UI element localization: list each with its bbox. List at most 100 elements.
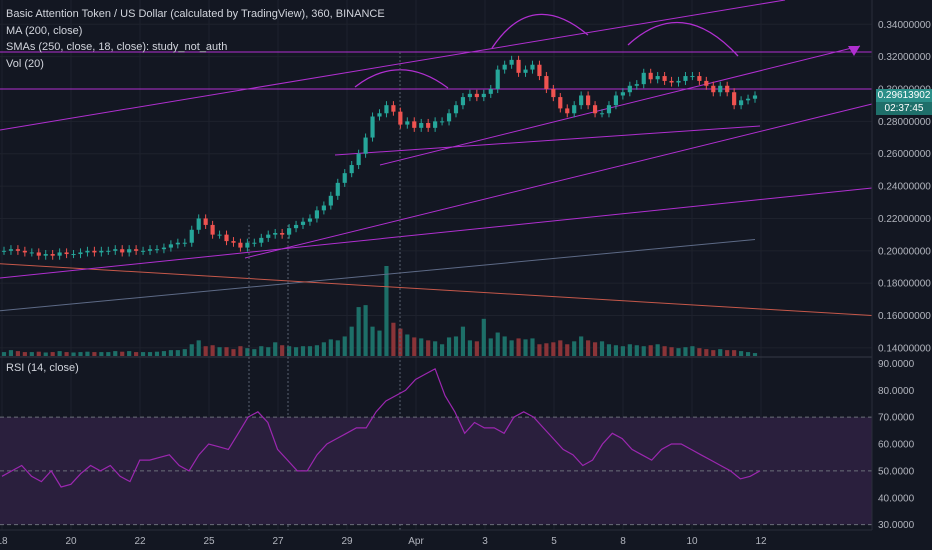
volume-bar [259, 346, 264, 356]
time-tick-label: 8 [620, 536, 626, 547]
volume-bar [238, 346, 243, 356]
candle-body [516, 59, 521, 73]
volume-bar [210, 345, 215, 356]
volume-bar [307, 346, 313, 356]
volume-bar [203, 346, 208, 356]
volume-bar [71, 352, 76, 356]
candle-body [307, 218, 313, 222]
candle-body [405, 121, 410, 125]
volume-bar [92, 352, 97, 356]
volume-bar [1, 352, 7, 356]
symbol-title[interactable]: Basic Attention Token / US Dollar (calcu… [6, 8, 385, 20]
candle-body [627, 85, 632, 93]
volume-bar [405, 334, 410, 356]
trendline-lower-channel [0, 187, 873, 279]
candle-body [481, 93, 486, 98]
volume-bar [655, 344, 660, 356]
candle-body [231, 241, 236, 243]
candle-body [293, 224, 299, 229]
price-axis: 0.340000000.320000000.300000000.28000000… [871, 0, 932, 550]
candle-body [50, 254, 55, 256]
volume-bar [245, 348, 250, 356]
candle-body [175, 242, 180, 245]
volume-bar [502, 336, 507, 356]
volume-bar [22, 352, 27, 356]
volume-bar [495, 332, 500, 356]
volume-bar [669, 347, 674, 356]
candle-body [592, 105, 598, 114]
volume-bar [606, 344, 612, 356]
candle-body [586, 95, 591, 106]
candle-body [711, 85, 716, 93]
candle-body [377, 113, 382, 117]
candle-body [558, 97, 563, 109]
volume-bar [15, 351, 20, 356]
candle-body [127, 249, 132, 253]
candle-body [342, 173, 347, 183]
volume-bar [120, 351, 125, 356]
candle-body [745, 98, 751, 101]
candle-body [704, 80, 709, 86]
candle-body [467, 93, 472, 98]
rsi-tick-label: 40.0000 [878, 493, 915, 504]
candle-body [314, 210, 320, 219]
price-tick-label: 0.22000000 [878, 214, 931, 225]
candle-body [565, 108, 570, 114]
candle-body [544, 76, 549, 89]
candle-body [391, 105, 396, 112]
candle-body [210, 224, 215, 235]
sma-indicator-label[interactable]: SMAs (250, close, 18, close): study_not_… [6, 41, 228, 53]
volume-bar [147, 352, 153, 356]
candle-body [620, 92, 625, 96]
candle-body [57, 252, 62, 256]
trendline-rising [379, 45, 861, 166]
candlesticks[interactable] [1, 55, 758, 260]
trendline-support [244, 103, 873, 259]
volume-bar [412, 337, 417, 356]
candle-body [113, 249, 118, 251]
volume-bar [592, 342, 598, 356]
volume-bar [57, 351, 62, 356]
candle-body [523, 69, 528, 73]
candle-body [370, 116, 375, 138]
volume-bar [363, 305, 368, 356]
candle-body [460, 97, 466, 106]
time-tick-label: 22 [134, 536, 146, 547]
current-price-tag: 0.29613902 [876, 88, 932, 102]
time-axis-background [0, 530, 932, 550]
candle-body [662, 76, 667, 81]
candle-body [238, 242, 243, 248]
candle-body [613, 95, 619, 106]
candle-body [161, 247, 167, 250]
candle-body [495, 69, 500, 89]
volume-bar [565, 344, 570, 356]
volume-bar [293, 347, 299, 356]
volume-bar [154, 351, 160, 356]
candle-body [43, 254, 48, 256]
rsi-panel [0, 367, 872, 526]
volume-bar [335, 340, 340, 356]
volume-indicator-label[interactable]: Vol (20) [6, 57, 44, 70]
volume-bar [78, 352, 83, 356]
volume-bar [287, 346, 292, 356]
candle-body [669, 80, 674, 83]
volume-bar [745, 352, 751, 356]
ma-indicator-label[interactable]: MA (200, close) [6, 24, 83, 37]
candle-body [551, 89, 556, 98]
price-tick-label: 0.28000000 [878, 117, 931, 128]
candle-body [280, 233, 285, 235]
volume-bar [433, 341, 438, 356]
volume-bar [725, 350, 730, 356]
candle-body [426, 122, 431, 128]
candle-body [474, 93, 479, 98]
rsi-indicator-label[interactable]: RSI (14, close) [6, 362, 79, 374]
volume-bar [739, 351, 744, 356]
candle-body [384, 105, 389, 114]
time-tick-label: 10 [686, 536, 698, 547]
volume-bar [718, 349, 723, 356]
shoulder-arc-left [354, 69, 449, 89]
volume-bar [488, 338, 493, 356]
volume-bar [391, 322, 396, 356]
time-tick-label: 18 [0, 536, 8, 547]
volume-bar [370, 326, 375, 356]
